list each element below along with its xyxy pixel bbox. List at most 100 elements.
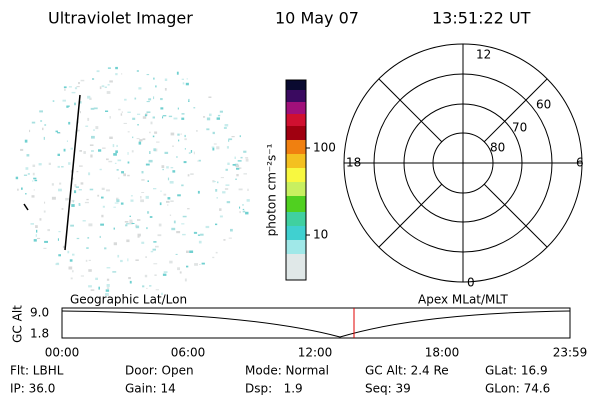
noise-dot: [105, 293, 109, 296]
noise-dot: [106, 91, 111, 94]
noise-dot: [239, 211, 241, 214]
noise-dot: [115, 73, 118, 76]
noise-dot: [167, 204, 169, 206]
noise-dot: [32, 180, 34, 182]
noise-dot: [99, 86, 102, 90]
info-field: GLat: 16.9: [485, 364, 548, 378]
noise-dot: [85, 259, 88, 262]
color-step: [286, 154, 306, 168]
noise-dot: [104, 247, 107, 250]
noise-dot: [32, 164, 36, 167]
noise-dot: [48, 162, 51, 165]
noise-dot: [243, 150, 247, 153]
diagonal: [483, 183, 548, 248]
noise-dot: [181, 184, 184, 187]
noise-dot: [134, 97, 137, 100]
noise-dot: [70, 147, 73, 150]
noise-dot: [78, 189, 82, 191]
noise-dot: [166, 166, 169, 169]
noise-dot: [213, 181, 216, 183]
noise-dot: [101, 187, 105, 190]
noise-dot: [21, 187, 23, 190]
noise-dot: [184, 138, 187, 141]
noise-dot: [58, 188, 62, 192]
noise-dot: [138, 141, 142, 145]
noise-dot: [188, 152, 191, 154]
noise-dot: [159, 202, 162, 206]
noise-dot: [79, 111, 81, 114]
noise-dot: [145, 163, 150, 166]
noise-dot: [186, 265, 189, 268]
noise-dot: [128, 277, 131, 280]
noise-dot: [150, 121, 153, 125]
info-field: Seq: 39: [365, 382, 411, 396]
noise-dot: [15, 176, 19, 180]
noise-dot: [20, 148, 24, 151]
noise-dot: [142, 285, 145, 288]
noise-dot: [235, 178, 237, 180]
noise-dot: [196, 130, 198, 132]
noise-dot: [177, 194, 181, 197]
noise-dot: [55, 130, 58, 133]
noise-dot: [61, 166, 64, 168]
noise-dot: [66, 105, 70, 107]
noise-dot: [86, 198, 89, 201]
noise-dot: [217, 114, 221, 117]
noise-dot: [163, 271, 168, 273]
noise-dot: [109, 136, 113, 139]
noise-dot: [152, 116, 155, 119]
noise-dot: [137, 113, 141, 115]
noise-dot: [182, 82, 185, 85]
noise-dot: [193, 107, 196, 109]
noise-dot: [144, 114, 147, 117]
noise-dot: [121, 171, 124, 174]
scan-line: [64, 94, 81, 251]
noise-dot: [206, 128, 210, 131]
color-step: [286, 226, 306, 240]
noise-dot: [146, 74, 150, 76]
noise-dot: [123, 173, 126, 177]
noise-dot: [116, 199, 120, 203]
mlt-label: 6: [576, 156, 584, 170]
noise-dot: [33, 239, 37, 242]
noise-dot: [47, 229, 50, 232]
alt-label: 1.8: [30, 327, 49, 341]
noise-dot: [179, 271, 182, 274]
noise-dot: [106, 189, 110, 192]
noise-dot: [109, 80, 113, 83]
time-label: 23:59: [553, 346, 588, 360]
noise-dot: [247, 188, 249, 191]
noise-dot: [87, 117, 90, 121]
noise-dot: [101, 214, 104, 218]
noise-dot: [92, 78, 95, 80]
noise-dot: [172, 145, 174, 147]
noise-dot: [208, 96, 212, 98]
noise-dot: [173, 117, 178, 120]
noise-dot: [184, 134, 186, 138]
noise-dot: [137, 219, 141, 221]
noise-dot: [181, 113, 185, 115]
noise-dot: [97, 194, 100, 197]
noise-dot: [217, 181, 219, 184]
noise-dot: [62, 245, 65, 249]
colorbar: 100 10 photon cm⁻²s⁻¹: [265, 79, 336, 281]
noise-dot: [87, 237, 90, 239]
noise-dot: [223, 127, 227, 129]
noise-dot: [113, 242, 117, 246]
noise-dot: [186, 250, 189, 253]
noise-dot: [215, 251, 218, 254]
noise-dot: [57, 132, 60, 134]
noise-dot: [228, 138, 233, 141]
noise-dot: [220, 177, 224, 179]
noise-dot: [185, 82, 189, 86]
diagonal: [378, 78, 443, 143]
noise-dot: [153, 263, 158, 265]
noise-dot: [149, 131, 151, 134]
noise-dot: [206, 117, 211, 121]
mlt-label: 12: [476, 48, 491, 62]
noise-dot: [112, 271, 117, 273]
colorbar-frame: [285, 79, 307, 281]
noise-dot: [232, 164, 236, 166]
noise-dot: [33, 189, 35, 191]
info-field: Door: Open: [125, 364, 194, 378]
